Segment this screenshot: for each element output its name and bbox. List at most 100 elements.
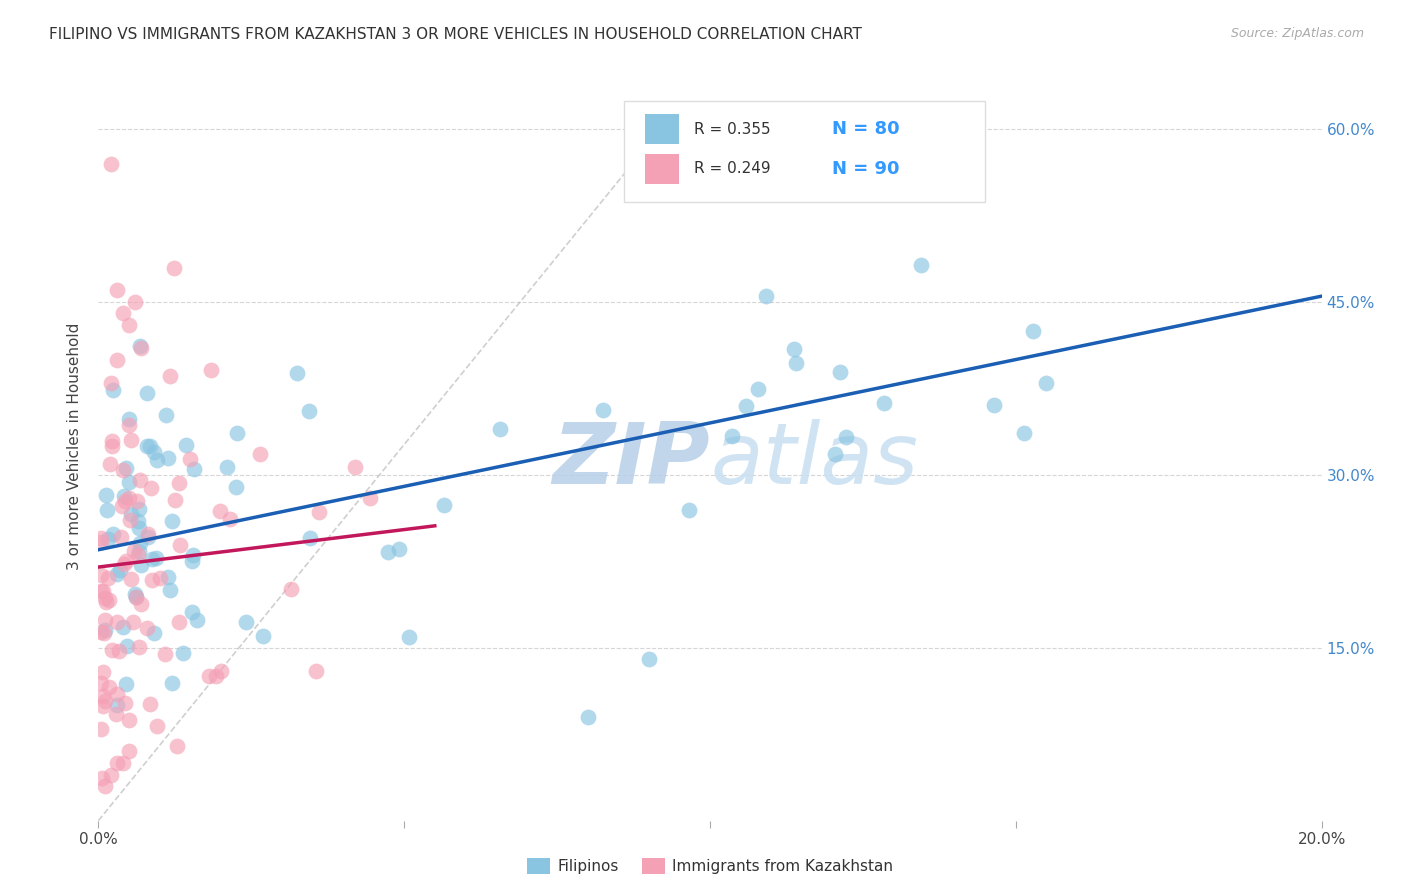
Point (90, 531, 112, 545)
Point (121, 615, 143, 630)
Point (115, 639, 138, 653)
Point (162, 514, 184, 528)
Point (97, 593, 120, 607)
Point (90, 535, 112, 549)
Point (225, 480, 247, 494)
Point (118, 744, 141, 758)
Point (124, 587, 146, 601)
FancyBboxPatch shape (645, 114, 679, 144)
Point (91, 690, 114, 704)
Point (166, 739, 188, 753)
Point (112, 489, 135, 503)
Point (90, 567, 112, 582)
Point (128, 544, 150, 558)
Point (129, 598, 152, 612)
Text: atlas: atlas (710, 419, 918, 502)
Point (209, 504, 232, 518)
Point (169, 538, 191, 552)
Point (105, 706, 128, 721)
Point (100, 376, 122, 390)
Point (111, 499, 134, 513)
Point (94, 591, 117, 605)
Point (100, 767, 122, 781)
Point (146, 452, 169, 467)
Point (235, 615, 257, 629)
Point (114, 696, 136, 710)
Point (90, 583, 112, 598)
Point (252, 629, 274, 643)
Point (128, 536, 150, 550)
Point (433, 498, 456, 512)
Point (155, 408, 177, 422)
Point (118, 475, 141, 490)
Point (129, 558, 152, 572)
Point (488, 422, 510, 436)
Point (181, 548, 204, 562)
Point (129, 339, 152, 353)
Point (105, 615, 128, 629)
Point (297, 404, 319, 418)
Point (835, 430, 858, 444)
Point (128, 502, 150, 516)
Point (141, 573, 163, 587)
Point (377, 545, 399, 559)
Point (343, 460, 366, 475)
Point (100, 156, 122, 170)
Point (103, 384, 125, 398)
Point (138, 530, 160, 544)
Point (308, 505, 330, 519)
Point (90, 722, 112, 736)
Point (97, 571, 120, 585)
FancyBboxPatch shape (645, 153, 679, 184)
Point (824, 447, 846, 461)
Point (180, 554, 202, 568)
Point (97, 532, 120, 546)
Point (108, 643, 131, 657)
Point (735, 399, 758, 413)
Point (174, 437, 197, 451)
Point (828, 365, 851, 379)
Point (138, 439, 160, 453)
Point (112, 463, 135, 477)
Point (783, 342, 806, 356)
Point (127, 514, 149, 528)
Text: R = 0.355: R = 0.355 (695, 121, 770, 136)
Point (135, 621, 157, 635)
Point (219, 512, 242, 526)
Point (186, 613, 208, 627)
Point (105, 756, 128, 770)
Point (90, 771, 112, 785)
Point (127, 549, 149, 563)
Point (755, 288, 778, 302)
Point (112, 620, 135, 634)
Text: FILIPINO VS IMMIGRANTS FROM KAZAKHSTAN 3 OR MORE VEHICLES IN HOUSEHOLD CORRELATI: FILIPINO VS IMMIGRANTS FROM KAZAKHSTAN 3… (49, 27, 862, 42)
Point (120, 434, 142, 448)
Text: Source: ZipAtlas.com: Source: ZipAtlas.com (1230, 27, 1364, 40)
Point (398, 630, 420, 644)
Point (118, 318, 141, 332)
Point (118, 713, 141, 727)
Point (125, 590, 148, 604)
Point (209, 664, 232, 678)
Point (118, 514, 141, 528)
Text: ZIP: ZIP (553, 419, 710, 502)
Point (105, 352, 128, 367)
Point (285, 366, 308, 380)
Point (114, 494, 136, 508)
Point (280, 582, 302, 596)
Legend: Filipinos, Immigrants from Kazakhstan: Filipinos, Immigrants from Kazakhstan (520, 852, 900, 880)
Point (94, 488, 117, 502)
Point (157, 569, 180, 583)
Point (143, 626, 166, 640)
FancyBboxPatch shape (624, 102, 986, 202)
Point (678, 502, 700, 516)
Point (135, 385, 157, 400)
Point (983, 398, 1005, 412)
Point (747, 382, 769, 396)
Point (91, 583, 114, 598)
Point (93, 779, 115, 793)
Point (122, 544, 145, 558)
Point (165, 492, 187, 507)
Point (388, 542, 411, 557)
Point (128, 640, 150, 654)
